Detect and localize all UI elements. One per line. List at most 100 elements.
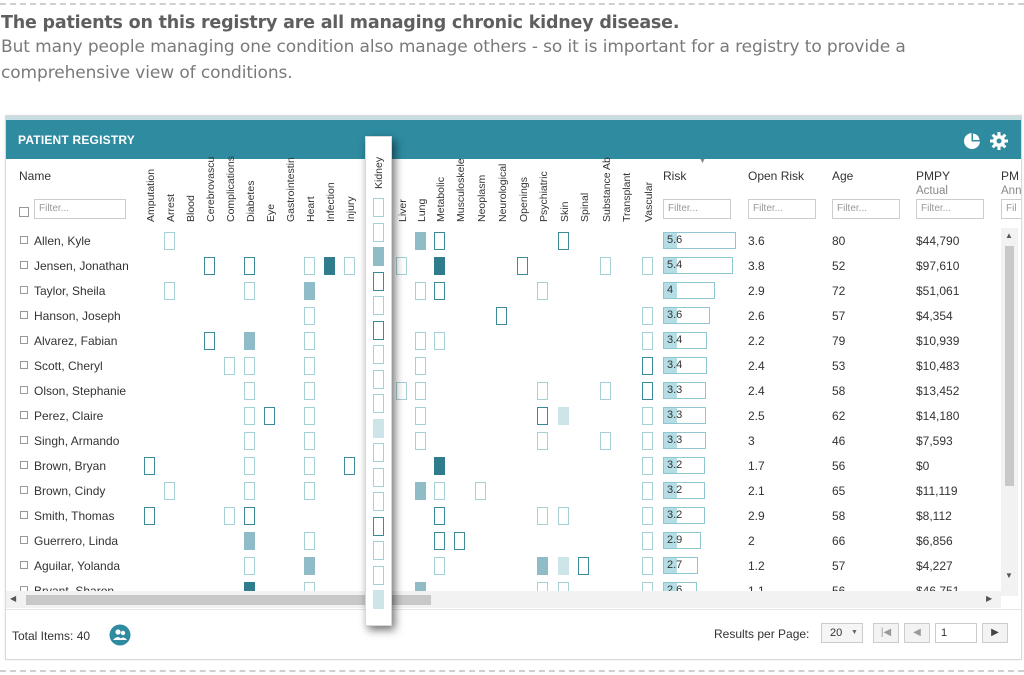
- col-name[interactable]: Name: [19, 169, 52, 183]
- condition-marker[interactable]: [642, 407, 653, 425]
- table-row[interactable]: Taylor, Sheila 4 2.9 72 $51,061: [6, 279, 1006, 304]
- condition-marker[interactable]: [537, 432, 548, 450]
- table-row[interactable]: Jensen, Jonathan 5.4 3.8 52 $97,610: [6, 254, 1006, 279]
- condition-marker[interactable]: [304, 532, 315, 550]
- row-checkbox[interactable]: [20, 336, 28, 344]
- condition-marker[interactable]: [558, 232, 569, 250]
- condition-marker[interactable]: [475, 482, 486, 500]
- condition-header[interactable]: Neoplasm: [476, 174, 488, 222]
- people-icon[interactable]: [109, 624, 131, 646]
- condition-marker[interactable]: [244, 557, 255, 575]
- table-row[interactable]: Alvarez, Fabian 3.4 2.2 79 $10,939: [6, 329, 1006, 354]
- condition-marker[interactable]: [204, 257, 215, 275]
- condition-marker[interactable]: [537, 382, 548, 400]
- vertical-scroll-thumb[interactable]: [1005, 246, 1014, 486]
- condition-marker[interactable]: [144, 457, 155, 475]
- scroll-down-icon[interactable]: ▼: [1005, 571, 1013, 580]
- condition-marker[interactable]: [434, 507, 445, 525]
- risk-filter-input[interactable]: Filter...: [663, 199, 731, 219]
- condition-marker[interactable]: [344, 257, 355, 275]
- row-checkbox[interactable]: [20, 311, 28, 319]
- condition-marker[interactable]: [415, 382, 426, 400]
- patient-name[interactable]: Allen, Kyle: [34, 234, 91, 248]
- condition-header[interactable]: Cerebrovascu: [205, 156, 217, 222]
- condition-header[interactable]: Transplant: [621, 172, 633, 222]
- row-checkbox[interactable]: [20, 561, 28, 569]
- kidney-marker[interactable]: [373, 516, 384, 536]
- patient-name[interactable]: Aguilar, Yolanda: [34, 559, 121, 573]
- condition-marker[interactable]: [642, 532, 653, 550]
- row-checkbox[interactable]: [20, 436, 28, 444]
- condition-marker[interactable]: [434, 482, 445, 500]
- condition-header[interactable]: Diabetes: [245, 180, 257, 222]
- condition-marker[interactable]: [304, 382, 315, 400]
- row-checkbox[interactable]: [20, 236, 28, 244]
- condition-marker[interactable]: [642, 257, 653, 275]
- table-row[interactable]: Perez, Claire 3.3 2.5 62 $14,180: [6, 404, 1006, 429]
- pie-chart-icon[interactable]: [962, 131, 982, 151]
- condition-marker[interactable]: [642, 382, 653, 400]
- kidney-marker[interactable]: [373, 418, 384, 438]
- row-checkbox[interactable]: [20, 386, 28, 394]
- patient-name[interactable]: Guerrero, Linda: [34, 534, 119, 548]
- table-row[interactable]: Olson, Stephanie 3.3 2.4 58 $13,452: [6, 379, 1006, 404]
- condition-marker[interactable]: [304, 407, 315, 425]
- condition-marker[interactable]: [415, 482, 426, 500]
- row-checkbox[interactable]: [20, 486, 28, 494]
- condition-header[interactable]: Openings: [518, 177, 530, 222]
- condition-marker[interactable]: [304, 332, 315, 350]
- condition-marker[interactable]: [264, 407, 275, 425]
- row-checkbox[interactable]: [20, 511, 28, 519]
- row-checkbox[interactable]: [20, 461, 28, 469]
- kidney-marker[interactable]: [373, 345, 384, 364]
- condition-marker[interactable]: [642, 507, 653, 525]
- condition-marker[interactable]: [244, 507, 255, 525]
- condition-marker[interactable]: [600, 257, 611, 275]
- condition-marker[interactable]: [224, 357, 235, 375]
- patient-name[interactable]: Olson, Stephanie: [34, 384, 127, 398]
- condition-header[interactable]: Complications: [225, 156, 237, 222]
- condition-header[interactable]: Vascular: [643, 181, 655, 222]
- scroll-up-icon[interactable]: ▲: [1005, 231, 1013, 240]
- gear-icon[interactable]: [989, 131, 1009, 151]
- condition-marker[interactable]: [244, 482, 255, 500]
- kidney-marker[interactable]: [373, 296, 384, 315]
- condition-header[interactable]: Amputation: [145, 168, 157, 222]
- kidney-marker[interactable]: [373, 222, 384, 242]
- horizontal-scroll-thumb[interactable]: [26, 595, 431, 605]
- col-risk[interactable]: Risk: [663, 169, 687, 183]
- condition-header[interactable]: Liver: [397, 199, 409, 222]
- open-risk-filter-input[interactable]: Filter...: [748, 199, 816, 219]
- condition-marker[interactable]: [244, 332, 255, 350]
- condition-marker[interactable]: [642, 557, 653, 575]
- kidney-marker[interactable]: [373, 541, 384, 560]
- condition-header[interactable]: Psychiatric: [538, 171, 550, 222]
- condition-header[interactable]: Blood: [185, 195, 197, 222]
- condition-marker[interactable]: [434, 457, 445, 475]
- condition-marker[interactable]: [304, 307, 315, 325]
- condition-marker[interactable]: [244, 257, 255, 275]
- patient-name[interactable]: Jensen, Jonathan: [34, 259, 129, 273]
- condition-marker[interactable]: [600, 382, 611, 400]
- table-row[interactable]: Singh, Armando 3.3 3 46 $7,593: [6, 429, 1006, 454]
- condition-marker[interactable]: [164, 282, 175, 300]
- first-page-button[interactable]: |◀: [873, 623, 899, 643]
- condition-header[interactable]: Neurological: [497, 163, 509, 222]
- page-number-input[interactable]: 1: [935, 623, 977, 643]
- condition-header[interactable]: Injury: [345, 196, 357, 222]
- pmpy-annual-filter-input[interactable]: Fil: [1001, 199, 1021, 219]
- condition-marker[interactable]: [434, 557, 445, 575]
- condition-header[interactable]: Gastrointestin: [285, 157, 297, 222]
- patient-name[interactable]: Hanson, Joseph: [34, 309, 121, 323]
- condition-header[interactable]: Metabolic: [435, 177, 447, 222]
- condition-marker[interactable]: [642, 307, 653, 325]
- table-row[interactable]: Allen, Kyle 5.6 3.6 80 $44,790: [6, 229, 1006, 254]
- table-row[interactable]: Aguilar, Yolanda 2.7 1.2 57 $4,227: [6, 554, 1006, 579]
- kidney-marker[interactable]: [373, 565, 384, 585]
- patient-name[interactable]: Brown, Bryan: [34, 459, 107, 473]
- condition-marker[interactable]: [415, 357, 426, 375]
- table-row[interactable]: Smith, Thomas 3.2 2.9 58 $8,112: [6, 504, 1006, 529]
- condition-marker[interactable]: [415, 407, 426, 425]
- condition-marker[interactable]: [244, 282, 255, 300]
- table-row[interactable]: Guerrero, Linda 2.9 2 66 $6,856: [6, 529, 1006, 554]
